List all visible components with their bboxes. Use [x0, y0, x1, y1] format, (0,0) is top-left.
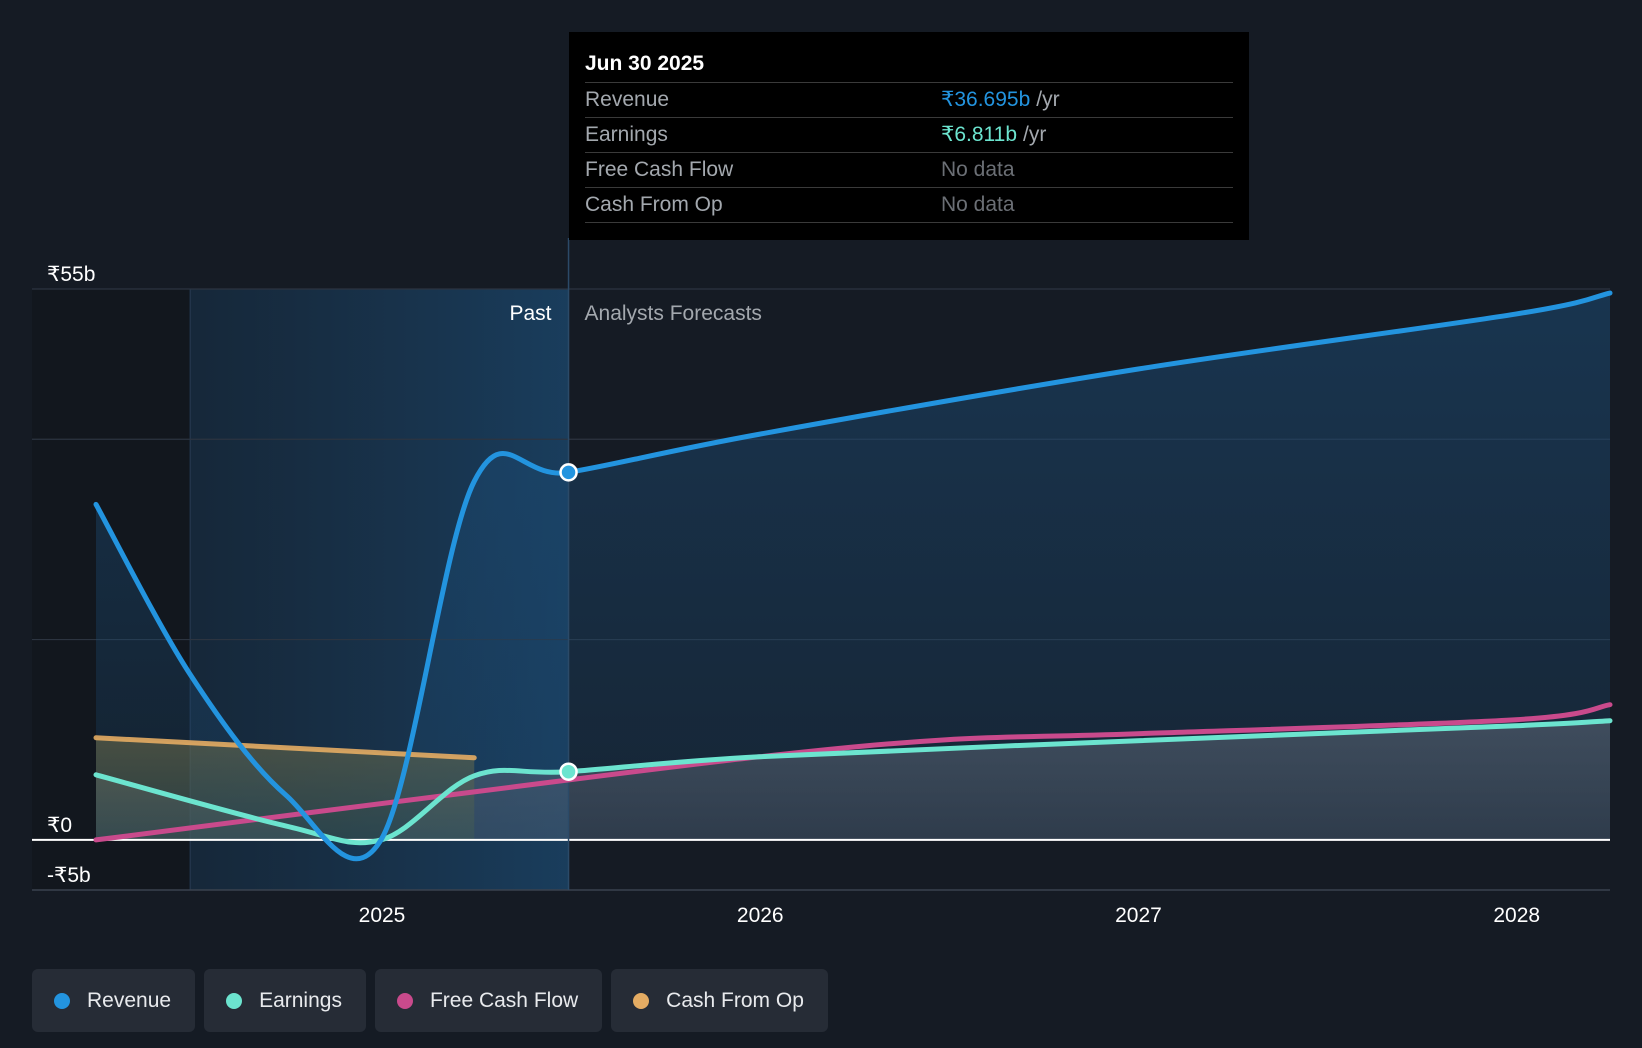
- x-tick-label: 2028: [1493, 904, 1540, 927]
- x-tick-label: 2027: [1115, 904, 1162, 927]
- tooltip-unit: /yr: [1036, 88, 1060, 111]
- tooltip-unit: /yr: [1023, 123, 1047, 146]
- tooltip-label: Earnings: [585, 123, 668, 146]
- tooltip-row-earnings: Earnings ₹6.811b /yr: [585, 117, 1233, 152]
- y-tick-label: ₹55b: [47, 263, 95, 286]
- x-tick-label: 2026: [737, 904, 784, 927]
- legend-item-free-cash-flow[interactable]: Free Cash Flow: [374, 969, 603, 1032]
- y-tick-label: ₹0: [47, 814, 72, 837]
- tooltip-row-free-cash-flow: Free Cash Flow No data: [585, 152, 1233, 187]
- tooltip-value: No data: [941, 158, 1015, 181]
- cash-from-op-dot-icon: [633, 992, 650, 1009]
- tooltip-value: No data: [941, 193, 1015, 216]
- tooltip-row-cash-from-op: Cash From Op No data: [585, 187, 1233, 223]
- free-cash-flow-line: [93, 702, 1613, 843]
- tooltip-value: ₹36.695b: [941, 88, 1031, 111]
- tooltip-date: Jun 30 2025: [585, 52, 705, 75]
- tooltip-value: ₹6.811b: [941, 123, 1018, 146]
- revenue-dot-icon: [54, 992, 70, 1009]
- free-cash-flow-dot-icon: [396, 992, 413, 1009]
- tooltip-label: Free Cash Flow: [585, 158, 734, 181]
- chart-tooltip: Jun 30 2025 Revenue ₹36.695b /yr Earning…: [569, 32, 1249, 240]
- tooltip-label: Cash From Op: [585, 193, 723, 216]
- legend-item-cash-from-op[interactable]: Cash From Op: [611, 969, 828, 1032]
- cash-from-op-line: [93, 735, 477, 761]
- chart-legend: Revenue Earnings Free Cash Flow Cash Fro…: [32, 969, 837, 1032]
- x-tick-label: 2025: [359, 904, 406, 927]
- forecast-label: Analysts Forecasts: [585, 302, 762, 325]
- revenue-area: [96, 293, 1610, 859]
- earnings-highlight-point: [559, 762, 578, 781]
- revenue-line: [93, 290, 1613, 862]
- past-label: Past: [510, 302, 552, 325]
- cash-from-op-area: [96, 737, 475, 840]
- legend-label: Cash From Op: [666, 988, 804, 1012]
- tooltip-row-revenue: Revenue ₹36.695b /yr: [585, 82, 1233, 117]
- legend-label: Earnings: [259, 988, 342, 1012]
- tooltip-label: Revenue: [585, 88, 670, 111]
- legend-label: Revenue: [87, 988, 172, 1012]
- legend-item-earnings[interactable]: Earnings: [204, 969, 366, 1032]
- legend-label: Free Cash Flow: [429, 988, 579, 1012]
- y-tick-label: -₹5b: [47, 864, 91, 887]
- earnings-area: [96, 720, 1610, 843]
- earnings-dot-icon: [226, 992, 243, 1009]
- legend-item-revenue[interactable]: Revenue: [32, 969, 196, 1032]
- revenue-highlight-point: [559, 463, 578, 482]
